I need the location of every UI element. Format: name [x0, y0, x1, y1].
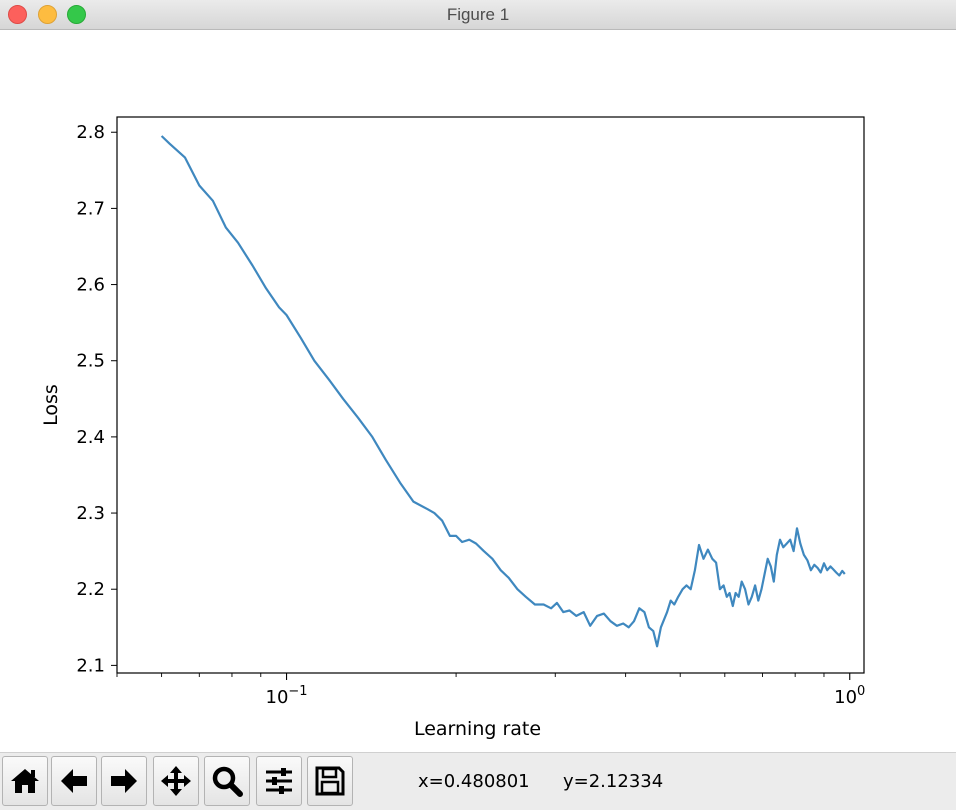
axes-frame — [116, 116, 865, 674]
floppy-disk-icon — [315, 766, 345, 796]
maximize-window-button[interactable] — [67, 5, 86, 24]
figure-canvas[interactable]: 2.1 2.2 2.3 2.4 2.5 2.6 2.7 2.8 10−1 100 Learning … — [0, 30, 956, 752]
y-tick-label: 2.6 — [76, 275, 105, 296]
x-coordinate-readout: x=0.480801 — [418, 771, 530, 792]
move-icon — [161, 766, 191, 796]
title-bar: Figure 1 — [0, 0, 956, 30]
home-icon — [11, 769, 39, 793]
pan-button[interactable] — [153, 756, 199, 806]
y-tick-label: 2.2 — [76, 579, 105, 600]
window-title: Figure 1 — [446, 5, 510, 24]
x-axis-label: Learning rate — [414, 718, 541, 740]
back-button[interactable] — [51, 756, 97, 806]
magnifier-icon — [212, 766, 243, 797]
y-tick-label: 2.3 — [76, 503, 105, 524]
y-tick-label: 2.7 — [76, 198, 105, 219]
sliders-icon — [266, 768, 292, 794]
y-tick-label: 2.5 — [76, 351, 105, 372]
figure-background — [0, 30, 956, 752]
y-axis-label: Loss — [40, 384, 62, 426]
save-figure-button[interactable] — [307, 756, 353, 806]
x-tick-label: 10−1 — [266, 684, 308, 708]
arrow-right-icon — [111, 769, 137, 793]
x-tick-label: 100 — [834, 684, 865, 708]
zoom-button[interactable] — [204, 756, 250, 806]
plot-area[interactable]: 2.1 2.2 2.3 2.4 2.5 2.6 2.7 2.8 10−1 100 Learning … — [40, 116, 865, 740]
close-window-button[interactable] — [8, 5, 27, 24]
home-button[interactable] — [2, 756, 48, 806]
navigation-toolbar: x=0.480801 y=2.12334 — [0, 752, 956, 810]
y-coordinate-readout: y=2.12334 — [563, 771, 664, 792]
loss-curve — [160, 135, 846, 648]
minimize-window-button[interactable] — [38, 5, 57, 24]
arrow-left-icon — [61, 769, 87, 793]
y-tick-label: 2.8 — [76, 122, 105, 143]
y-tick-label: 2.1 — [76, 655, 105, 676]
forward-button[interactable] — [101, 756, 147, 806]
configure-subplots-button[interactable] — [256, 756, 302, 806]
y-tick-label: 2.4 — [76, 427, 105, 448]
